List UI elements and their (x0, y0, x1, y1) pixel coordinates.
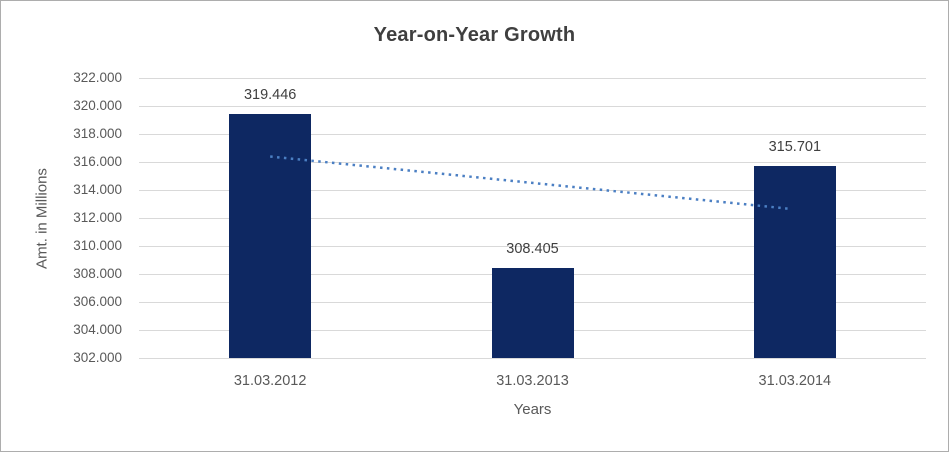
bar-data-label: 315.701 (768, 139, 822, 156)
gridline (139, 245, 926, 247)
gridline (139, 133, 926, 135)
y-axis-tick-label: 304.000 (73, 322, 122, 337)
y-axis-tick-label: 308.000 (73, 266, 122, 281)
gridline (139, 217, 926, 219)
x-axis-title: Years (513, 401, 552, 418)
y-axis-tick-label: 322.000 (73, 70, 122, 85)
bar-data-label: 319.446 (243, 86, 297, 103)
y-axis-tick-label: 316.000 (73, 154, 122, 169)
y-axis-tick-label: 320.000 (73, 98, 122, 113)
chart-title: Year-on-Year Growth (373, 24, 576, 46)
gridline (139, 105, 926, 107)
y-axis-tick-label: 306.000 (73, 294, 122, 309)
gridline (139, 77, 926, 79)
x-category-label: 31.03.2013 (496, 373, 569, 389)
bar (753, 166, 836, 358)
x-category-label: 31.03.2014 (758, 373, 832, 389)
trendline (270, 155, 791, 211)
bar-data-label: 308.405 (506, 241, 559, 258)
y-axis-tick-label: 302.000 (73, 350, 122, 365)
y-axis-tick-label: 310.000 (73, 238, 122, 253)
y-axis-tick-label: 318.000 (73, 126, 122, 141)
x-category-label: 31.03.2012 (233, 373, 307, 389)
y-axis-tick-label: 312.000 (73, 210, 122, 225)
bar (229, 113, 312, 358)
gridline (139, 161, 926, 163)
gridline (139, 357, 926, 359)
gridline (139, 189, 926, 191)
bar (491, 268, 574, 358)
y-axis-tick-label: 314.000 (73, 182, 122, 197)
